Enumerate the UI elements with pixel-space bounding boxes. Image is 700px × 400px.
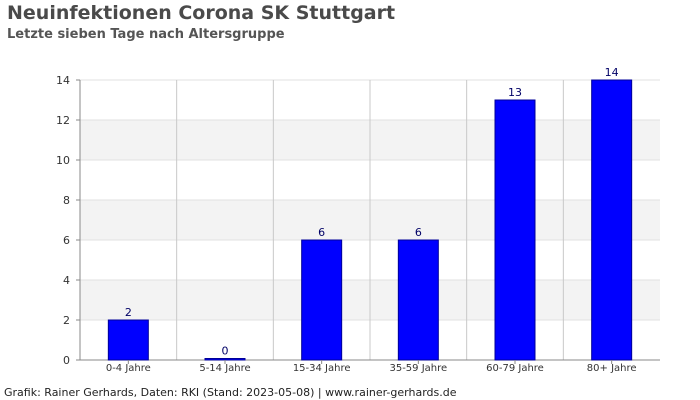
chart-title: Neuinfektionen Corona SK Stuttgart bbox=[7, 2, 396, 24]
y-tick-label: 14 bbox=[56, 74, 70, 87]
bar bbox=[591, 79, 633, 361]
x-tick-label: 0-4 Jahre bbox=[106, 363, 151, 374]
y-tick-label: 0 bbox=[63, 354, 70, 367]
chart-subtitle: Letzte sieben Tage nach Altersgruppe bbox=[7, 27, 285, 42]
x-tick-label: 5-14 Jahre bbox=[199, 363, 250, 374]
bar bbox=[397, 239, 439, 361]
y-tick-label: 6 bbox=[63, 234, 70, 247]
x-tick-label: 35-59 Jahre bbox=[389, 363, 447, 374]
x-tick-label: 80+ Jahre bbox=[587, 363, 637, 374]
bar bbox=[494, 99, 536, 361]
x-tick-label: 15-34 Jahre bbox=[293, 363, 351, 374]
data-label: 14 bbox=[605, 66, 619, 79]
x-tick-label: 60-79 Jahre bbox=[486, 363, 544, 374]
footer-credit: Grafik: Rainer Gerhards, Daten: RKI (Sta… bbox=[4, 386, 457, 399]
data-label: 6 bbox=[318, 226, 325, 239]
bar bbox=[107, 319, 149, 361]
y-tick-label: 12 bbox=[56, 114, 70, 127]
y-tick-label: 10 bbox=[56, 154, 70, 167]
y-tick-label: 8 bbox=[63, 194, 70, 207]
data-label: 2 bbox=[125, 306, 132, 319]
data-label: 6 bbox=[415, 226, 422, 239]
bar bbox=[301, 239, 343, 361]
data-label: 0 bbox=[222, 345, 229, 358]
y-tick-label: 2 bbox=[63, 314, 70, 327]
bar bbox=[204, 358, 246, 361]
y-tick-label: 4 bbox=[63, 274, 70, 287]
data-label: 13 bbox=[508, 86, 522, 99]
